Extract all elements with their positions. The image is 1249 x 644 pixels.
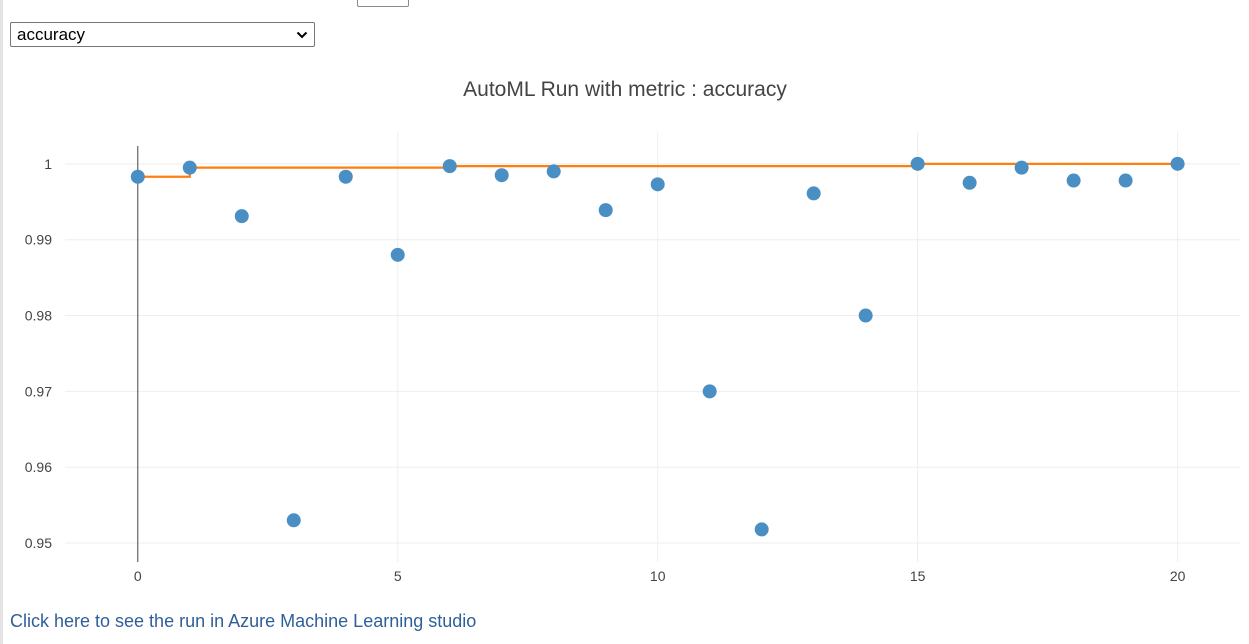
accuracy-chart: AutoML Run with metric : accuracy 0.95 0.… [25,78,1240,584]
y-tick-label: 0.96 [25,459,52,475]
x-tick-label: 5 [394,568,402,584]
left-border [0,0,3,644]
y-tick-label: 0.99 [25,232,52,248]
run-point[interactable] [546,164,561,179]
run-point[interactable] [1014,160,1029,175]
run-point[interactable] [962,175,977,190]
run-point[interactable] [338,169,353,184]
run-point[interactable] [1170,156,1185,171]
y-tick-label: 0.95 [25,535,52,551]
best-run-step-line [137,162,1178,178]
metric-dropdown-value: accuracy [17,25,86,44]
clipped-top-controls [0,0,1249,8]
run-point[interactable] [390,247,405,262]
y-tick-label: 0.97 [25,383,52,399]
run-point[interactable] [858,308,873,323]
metric-dropdown[interactable]: accuracy [10,22,315,47]
run-point[interactable] [494,168,509,183]
run-point[interactable] [806,186,821,201]
run-point[interactable] [702,384,717,399]
run-point[interactable] [130,169,145,184]
run-point[interactable] [182,160,197,175]
x-tick-label: 0 [134,568,142,584]
run-point[interactable] [754,522,769,537]
y-tick-label: 1 [44,156,52,172]
run-points [130,156,1185,537]
run-point[interactable] [442,159,457,174]
chevron-down-icon [296,31,308,39]
run-point[interactable] [286,513,301,528]
azure-studio-link[interactable]: Click here to see the run in Azure Machi… [10,611,477,631]
run-point[interactable] [234,209,249,224]
x-tick-label: 20 [1170,568,1186,584]
run-point[interactable] [910,156,925,171]
x-tick-label: 10 [650,568,666,584]
y-tick-label: 0.98 [25,308,52,324]
chart-grid [65,132,1240,562]
page-size-input[interactable] [357,0,409,7]
run-point[interactable] [1066,173,1081,188]
chart-title: AutoML Run with metric : accuracy [463,78,787,101]
x-tick-label: 15 [910,568,926,584]
run-point[interactable] [598,203,613,218]
run-point[interactable] [650,177,665,192]
run-point[interactable] [1118,173,1133,188]
best-run-line [137,162,1178,178]
